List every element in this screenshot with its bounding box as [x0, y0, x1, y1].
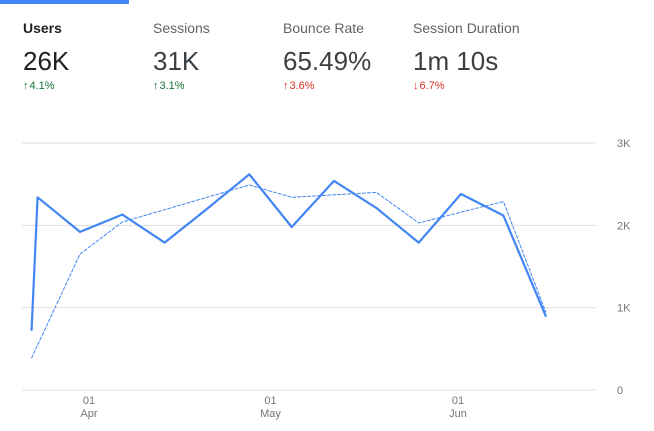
metric-change: ↑3.1% — [153, 80, 185, 92]
x-tick-month: Jun — [449, 408, 467, 420]
x-tick-month: Apr — [80, 408, 97, 420]
metric-change-value: 6.7% — [419, 80, 445, 92]
y-tick-label: 1K — [617, 303, 631, 315]
metric-label: Sessions — [153, 20, 210, 36]
metric-label: Bounce Rate — [283, 20, 364, 36]
y-tick-label: 2K — [617, 220, 631, 232]
metric-value: 31K — [153, 46, 200, 76]
metric-change-value: 3.1% — [159, 80, 185, 92]
y-tick-label: 0 — [617, 385, 623, 397]
primary-series-line — [30, 173, 547, 331]
metric-change-value: 3.6% — [289, 80, 315, 92]
x-tick-month: May — [260, 408, 281, 420]
metric-tab-sessions[interactable]: Sessions 31K ↑3.1% — [153, 0, 278, 100]
metric-label: Users — [23, 20, 62, 36]
metric-tab-bounce-rate[interactable]: Bounce Rate 65.49% ↑3.6% — [283, 0, 408, 100]
metric-change: ↑3.6% — [283, 80, 315, 92]
active-tab-indicator — [0, 0, 129, 4]
metric-label: Session Duration — [413, 20, 520, 36]
y-tick-label: 3K — [617, 138, 631, 150]
x-tick-day: 01 — [264, 395, 276, 407]
x-tick-day: 01 — [83, 395, 95, 407]
metric-tab-users[interactable]: Users 26K ↑4.1% — [23, 0, 148, 100]
arrow-up-icon: ↑ — [283, 80, 289, 92]
arrow-up-icon: ↑ — [153, 80, 159, 92]
arrow-down-icon: ↓ — [413, 80, 419, 92]
x-tick-day: 01 — [452, 395, 464, 407]
metric-change-value: 4.1% — [29, 80, 55, 92]
metric-value: 65.49% — [283, 46, 372, 76]
metric-value: 1m 10s — [413, 46, 499, 76]
arrow-up-icon: ↑ — [23, 80, 29, 92]
metric-change: ↓6.7% — [413, 80, 445, 92]
metric-change: ↑4.1% — [23, 80, 55, 92]
comparison-series-line — [31, 184, 547, 359]
metric-tabs: Users 26K ↑4.1% Sessions 31K ↑3.1% Bounc… — [0, 0, 654, 110]
metric-tab-session-duration[interactable]: Session Duration 1m 10s ↓6.7% — [413, 0, 538, 100]
metric-value: 26K — [23, 46, 70, 76]
